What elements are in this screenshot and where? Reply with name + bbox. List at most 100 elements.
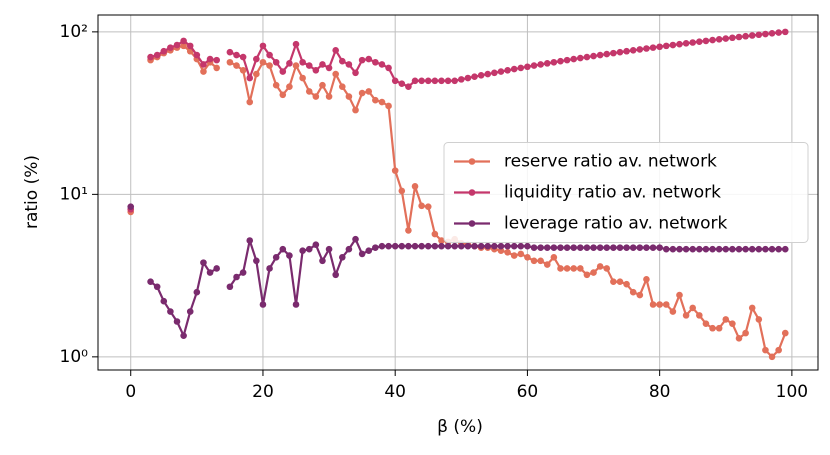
data-point bbox=[504, 67, 511, 74]
data-point bbox=[365, 88, 373, 95]
data-point bbox=[557, 265, 564, 272]
data-point bbox=[649, 244, 657, 251]
data-point bbox=[709, 245, 716, 253]
data-point bbox=[735, 335, 743, 342]
data-point bbox=[239, 67, 247, 74]
y-axis-label: ratio (%) bbox=[22, 155, 42, 229]
data-point bbox=[762, 245, 769, 253]
data-point bbox=[517, 64, 525, 72]
data-point bbox=[444, 242, 452, 250]
data-point bbox=[233, 62, 240, 69]
data-point bbox=[590, 269, 597, 276]
x-tick-label: 80 bbox=[649, 382, 671, 402]
data-point bbox=[676, 245, 683, 253]
data-point bbox=[186, 42, 194, 50]
data-point bbox=[431, 230, 439, 238]
data-point bbox=[325, 64, 333, 72]
data-point bbox=[768, 245, 776, 253]
data-point bbox=[147, 53, 154, 61]
data-point bbox=[537, 61, 544, 68]
data-point bbox=[226, 48, 234, 56]
data-point bbox=[299, 247, 306, 255]
data-point bbox=[405, 83, 412, 90]
data-point bbox=[563, 56, 571, 64]
data-point bbox=[682, 40, 690, 47]
data-point bbox=[305, 62, 313, 69]
data-point bbox=[253, 70, 260, 78]
data-point bbox=[517, 250, 525, 258]
data-point bbox=[676, 40, 683, 48]
data-point bbox=[669, 245, 677, 253]
data-point bbox=[299, 58, 306, 66]
data-point bbox=[577, 244, 584, 251]
data-point bbox=[543, 60, 551, 67]
data-point bbox=[524, 253, 531, 261]
data-point bbox=[563, 244, 571, 251]
data-point bbox=[762, 30, 769, 38]
data-point bbox=[398, 187, 406, 195]
data-point bbox=[682, 245, 690, 253]
data-point bbox=[213, 265, 220, 272]
data-point bbox=[590, 52, 597, 60]
data-point bbox=[702, 320, 710, 327]
data-point bbox=[649, 301, 657, 308]
data-point bbox=[259, 42, 267, 50]
data-point bbox=[239, 53, 247, 61]
data-point bbox=[372, 244, 379, 251]
data-point bbox=[378, 242, 386, 250]
data-point bbox=[748, 304, 756, 312]
data-point bbox=[669, 41, 677, 49]
data-point bbox=[722, 316, 730, 323]
data-point bbox=[563, 265, 571, 272]
data-point bbox=[543, 244, 551, 251]
data-point bbox=[279, 68, 287, 75]
y-tick-label: 10² bbox=[60, 22, 88, 42]
data-point bbox=[689, 245, 697, 253]
data-point bbox=[305, 245, 313, 253]
data-point bbox=[530, 244, 538, 251]
data-point bbox=[643, 276, 650, 283]
data-point bbox=[662, 42, 670, 50]
data-point bbox=[206, 55, 214, 63]
data-point bbox=[471, 242, 478, 250]
data-point bbox=[570, 55, 578, 63]
data-point bbox=[735, 33, 743, 41]
data-point bbox=[643, 244, 650, 251]
data-point bbox=[484, 242, 492, 250]
data-point bbox=[583, 53, 591, 61]
data-point bbox=[729, 34, 736, 42]
data-point bbox=[656, 301, 663, 308]
data-point bbox=[577, 54, 584, 62]
data-point bbox=[385, 102, 392, 110]
legend-label: liquidity ratio av. network bbox=[504, 183, 721, 203]
data-point bbox=[418, 202, 425, 210]
data-point bbox=[312, 67, 320, 74]
legend-marker bbox=[468, 158, 476, 165]
data-point bbox=[636, 46, 644, 53]
data-point bbox=[781, 245, 789, 253]
data-point bbox=[550, 244, 558, 251]
data-point bbox=[662, 245, 670, 253]
data-point bbox=[167, 308, 174, 315]
data-point bbox=[233, 273, 240, 281]
data-point bbox=[372, 96, 379, 104]
data-point bbox=[411, 242, 419, 250]
data-point bbox=[557, 244, 564, 251]
data-point bbox=[438, 77, 445, 85]
x-tick-label: 60 bbox=[517, 382, 539, 402]
x-axis-label: β (%) bbox=[437, 417, 483, 437]
data-point bbox=[405, 227, 412, 234]
data-point bbox=[623, 47, 630, 55]
data-point bbox=[762, 346, 769, 354]
data-point bbox=[537, 244, 544, 251]
data-point bbox=[742, 329, 749, 337]
data-point bbox=[596, 263, 604, 270]
data-point bbox=[643, 45, 650, 52]
data-point bbox=[193, 288, 201, 296]
data-point bbox=[405, 242, 412, 250]
data-point bbox=[735, 245, 743, 253]
data-point bbox=[623, 244, 630, 251]
data-point bbox=[623, 280, 630, 288]
data-point bbox=[200, 259, 207, 266]
